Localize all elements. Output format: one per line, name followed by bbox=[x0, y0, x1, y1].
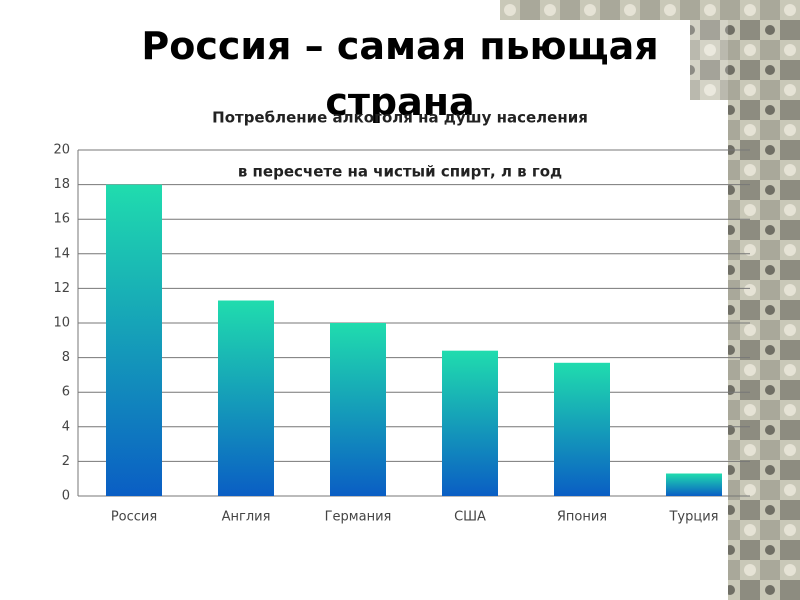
y-tick-label: 18 bbox=[53, 177, 70, 192]
y-tick-label: 4 bbox=[62, 419, 70, 434]
bar bbox=[666, 473, 722, 496]
x-tick-label: Турция bbox=[668, 510, 718, 525]
y-tick-label: 10 bbox=[53, 316, 70, 331]
chart-title: Потребление алкоголя на душу населения bbox=[212, 109, 588, 127]
photo-collage bbox=[728, 0, 800, 600]
y-tick-label: 8 bbox=[62, 350, 70, 365]
chart-subtitle: в пересчете на чистый спирт, л в год bbox=[238, 163, 562, 181]
photo-corner bbox=[690, 0, 730, 100]
x-tick-label: Германия bbox=[325, 510, 392, 525]
y-tick-label: 20 bbox=[53, 143, 70, 158]
slide-title: Россия – самая пьющая страна bbox=[141, 24, 658, 124]
y-tick-label: 6 bbox=[62, 385, 70, 400]
y-tick-label: 14 bbox=[53, 246, 70, 261]
x-tick-label: Япония bbox=[557, 510, 607, 525]
bar bbox=[330, 323, 386, 496]
bar bbox=[554, 362, 610, 496]
x-tick-label: Англия bbox=[222, 510, 271, 525]
bar bbox=[218, 300, 274, 496]
photo-strip bbox=[500, 0, 800, 20]
bar bbox=[442, 350, 498, 496]
y-tick-label: 0 bbox=[62, 489, 70, 504]
y-tick-label: 2 bbox=[62, 454, 70, 469]
bar bbox=[106, 184, 162, 496]
x-tick-label: Россия bbox=[111, 510, 157, 525]
x-tick-label: США bbox=[454, 510, 486, 525]
y-tick-label: 16 bbox=[53, 212, 70, 227]
y-tick-label: 12 bbox=[53, 281, 70, 296]
